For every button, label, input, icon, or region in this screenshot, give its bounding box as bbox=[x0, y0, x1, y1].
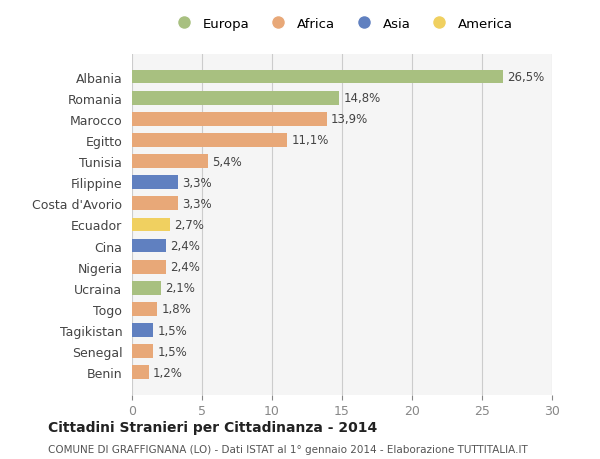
Text: 2,7%: 2,7% bbox=[174, 218, 204, 231]
Text: 1,5%: 1,5% bbox=[157, 345, 187, 358]
Text: 2,4%: 2,4% bbox=[170, 240, 200, 252]
Text: 3,3%: 3,3% bbox=[182, 176, 212, 189]
Text: 2,1%: 2,1% bbox=[166, 282, 196, 295]
Text: COMUNE DI GRAFFIGNANA (LO) - Dati ISTAT al 1° gennaio 2014 - Elaborazione TUTTIT: COMUNE DI GRAFFIGNANA (LO) - Dati ISTAT … bbox=[48, 444, 528, 454]
Text: 11,1%: 11,1% bbox=[292, 134, 329, 147]
Text: 5,4%: 5,4% bbox=[212, 155, 242, 168]
Bar bbox=[132, 324, 153, 337]
Bar bbox=[132, 366, 149, 379]
Text: 1,5%: 1,5% bbox=[157, 324, 187, 337]
Bar bbox=[132, 92, 339, 105]
Text: 14,8%: 14,8% bbox=[343, 92, 380, 105]
Bar bbox=[132, 155, 208, 168]
Text: 3,3%: 3,3% bbox=[182, 197, 212, 210]
Text: 1,2%: 1,2% bbox=[153, 366, 183, 379]
Text: 1,8%: 1,8% bbox=[161, 303, 191, 316]
Text: 26,5%: 26,5% bbox=[507, 71, 544, 84]
Bar bbox=[132, 112, 326, 126]
Text: 13,9%: 13,9% bbox=[331, 113, 368, 126]
Legend: Europa, Africa, Asia, America: Europa, Africa, Asia, America bbox=[171, 17, 513, 30]
Bar bbox=[132, 71, 503, 84]
Bar bbox=[132, 176, 178, 190]
Bar bbox=[132, 345, 153, 358]
Bar bbox=[132, 302, 157, 316]
Bar bbox=[132, 260, 166, 274]
Bar bbox=[132, 134, 287, 147]
Bar bbox=[132, 281, 161, 295]
Bar bbox=[132, 218, 170, 232]
Bar bbox=[132, 197, 178, 211]
Bar bbox=[132, 239, 166, 253]
Text: Cittadini Stranieri per Cittadinanza - 2014: Cittadini Stranieri per Cittadinanza - 2… bbox=[48, 420, 377, 434]
Text: 2,4%: 2,4% bbox=[170, 261, 200, 274]
